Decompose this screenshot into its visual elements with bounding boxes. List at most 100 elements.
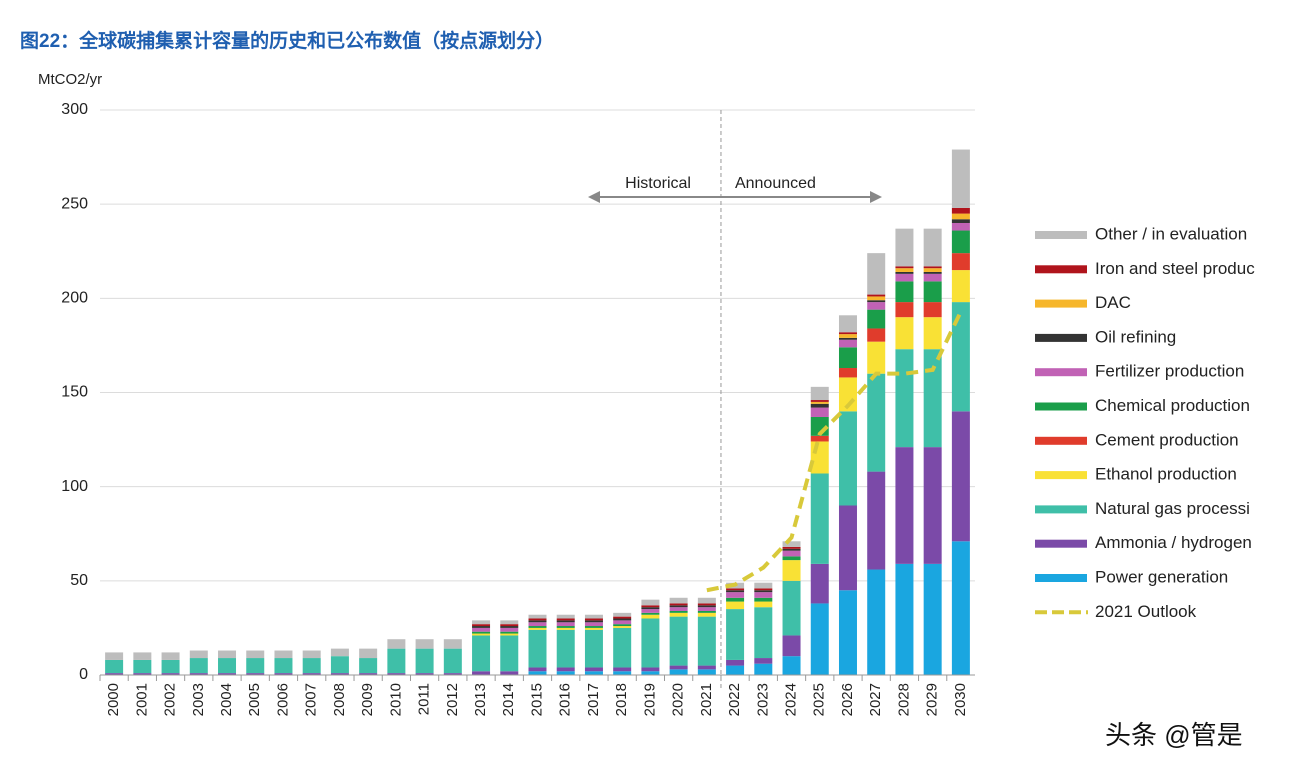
bar-segment — [895, 281, 914, 303]
bar-segment — [556, 618, 575, 621]
bar-segment — [867, 294, 886, 297]
bar-segment — [528, 629, 547, 668]
x-tick-label: 2011 — [416, 683, 433, 715]
bar-segment — [697, 612, 716, 617]
arrow-head — [870, 191, 882, 203]
bar-segment — [895, 563, 914, 675]
bar-segment — [246, 658, 265, 674]
legend-swatch — [1035, 368, 1087, 377]
x-tick-label: 2013 — [472, 683, 489, 716]
bar-segment — [641, 612, 660, 615]
bar-segment — [951, 207, 970, 214]
bar-segment — [189, 658, 208, 674]
bar-segment — [669, 612, 688, 617]
x-tick-label: 2014 — [500, 683, 517, 716]
bar-segment — [641, 605, 660, 608]
bar-segment — [697, 597, 716, 604]
bar-segment — [951, 149, 970, 208]
bar-segment — [613, 624, 632, 627]
bar-segment — [895, 228, 914, 267]
bar-segment — [726, 665, 745, 675]
x-tick-label: 2000 — [105, 683, 122, 716]
x-tick-label: 2019 — [641, 683, 658, 716]
bar-segment — [556, 620, 575, 623]
bar-segment — [330, 673, 349, 675]
bar-segment — [359, 673, 378, 675]
bar-segment — [754, 588, 773, 591]
legend-label: Fertilizer production — [1095, 362, 1244, 381]
bar-segment — [246, 673, 265, 675]
bar-segment — [838, 368, 857, 378]
x-tick-label: 2009 — [359, 683, 376, 716]
bar-segment — [443, 673, 462, 675]
bar-segment — [472, 624, 491, 627]
bar-segment — [528, 667, 547, 672]
bar-segment — [528, 618, 547, 621]
bar-segment — [133, 652, 152, 660]
annotation: Announced — [735, 175, 816, 192]
bar-segment — [951, 213, 970, 220]
x-tick-label: 2010 — [387, 683, 404, 716]
bar-segment — [838, 337, 857, 340]
bar-segment — [867, 471, 886, 570]
bar-segment — [838, 347, 857, 369]
bar-segment — [161, 659, 180, 674]
bar-segment — [697, 607, 716, 611]
x-tick-label: 2002 — [162, 683, 179, 716]
bar-segment — [500, 627, 519, 632]
y-tick-label: 0 — [79, 666, 88, 683]
legend-label: Chemical production — [1095, 396, 1250, 415]
x-tick-label: 2028 — [895, 683, 912, 716]
legend-swatch — [1035, 539, 1087, 548]
bar-segment — [923, 349, 942, 448]
bar-segment — [754, 601, 773, 608]
bar-segment — [754, 597, 773, 602]
x-tick-label: 2029 — [924, 683, 941, 716]
bar-segment — [810, 400, 829, 402]
bar-segment — [218, 650, 237, 659]
bar-segment — [669, 665, 688, 670]
legend-label: Cement production — [1095, 430, 1239, 449]
x-tick-label: 2015 — [528, 683, 545, 716]
bar-segment — [584, 629, 603, 668]
bar-segment — [556, 627, 575, 630]
bar-segment — [923, 228, 942, 267]
bar-segment — [726, 609, 745, 660]
bar-segment — [782, 548, 801, 551]
bar-segment — [161, 673, 180, 675]
bar-segment — [895, 302, 914, 318]
x-tick-label: 2020 — [670, 683, 687, 716]
x-tick-label: 2018 — [613, 683, 630, 716]
bar-segment — [641, 618, 660, 668]
bar-segment — [697, 665, 716, 670]
bar-segment — [556, 622, 575, 627]
bar-segment — [584, 622, 603, 627]
bar-segment — [528, 626, 547, 628]
y-axis-label: MtCO2/yr — [38, 71, 102, 88]
y-tick-label: 200 — [61, 290, 88, 307]
legend-swatch — [1035, 505, 1087, 514]
bar-segment — [330, 648, 349, 657]
bar-segment — [810, 441, 829, 474]
x-tick-label: 2023 — [754, 683, 771, 716]
bar-segment — [895, 273, 914, 282]
bar-segment — [782, 546, 801, 549]
legend-swatch — [1035, 333, 1087, 342]
bar-segment — [867, 296, 886, 301]
bar-segment — [697, 603, 716, 606]
bar-segment — [415, 639, 434, 649]
bar-segment — [105, 659, 124, 674]
bar-segment — [754, 658, 773, 664]
bar-segment — [189, 673, 208, 675]
bar-segment — [528, 627, 547, 630]
bar-segment — [584, 614, 603, 619]
bar-segment — [782, 635, 801, 657]
bar-segment — [726, 597, 745, 602]
bar-segment — [500, 633, 519, 636]
bar-segment — [838, 590, 857, 675]
bar-segment — [528, 671, 547, 675]
bar-segment — [782, 580, 801, 636]
bar-segment — [697, 669, 716, 675]
bar-segment — [838, 334, 857, 338]
